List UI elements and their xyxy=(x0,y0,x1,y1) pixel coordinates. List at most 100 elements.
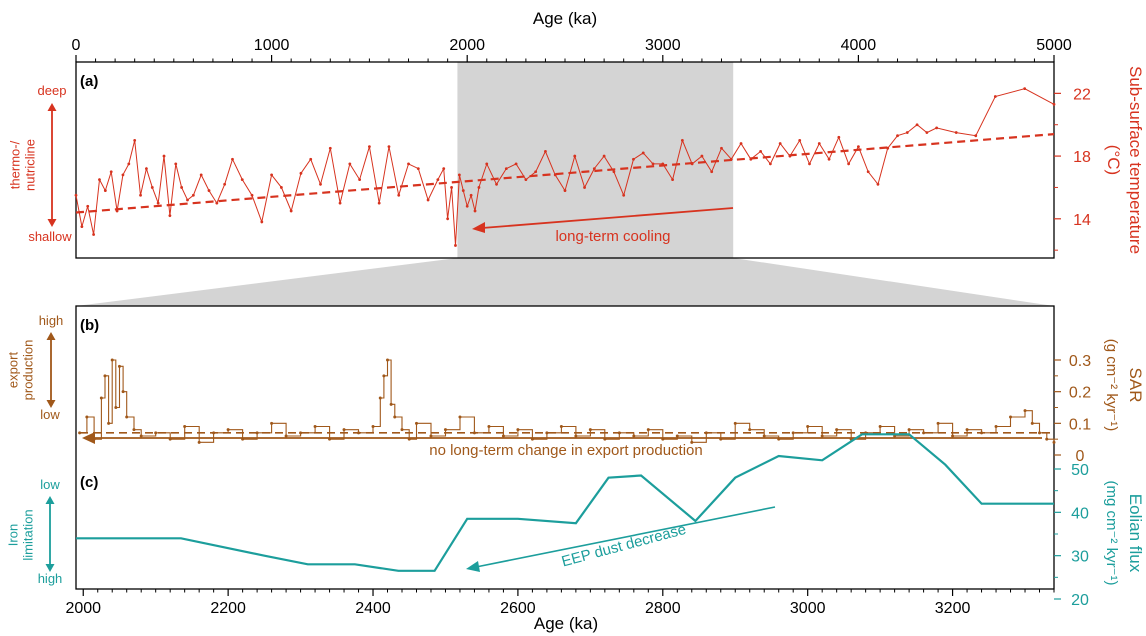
panel-b-annotation xyxy=(82,432,1042,444)
panel-a-point xyxy=(133,139,137,142)
panel-a-point xyxy=(174,162,178,166)
panel-a-point xyxy=(416,167,420,171)
left-arrow-head-down xyxy=(45,564,55,572)
panel-a-point xyxy=(86,204,90,208)
panel-b-point xyxy=(806,425,810,428)
panel-c-series xyxy=(76,433,1054,572)
bottom-axis-tick-label: 2800 xyxy=(645,600,681,617)
panel-b-point xyxy=(382,374,386,378)
panel-c-y-axis: 20 30 40 50 xyxy=(1054,462,1089,609)
panel-b-point xyxy=(791,431,795,435)
panel-a-point xyxy=(827,157,831,161)
panel-a-point xyxy=(935,126,939,130)
left-label-line: export xyxy=(6,352,21,389)
panel-b-point xyxy=(400,428,404,432)
panel-a-left-arrow xyxy=(47,103,57,227)
shaded-interval xyxy=(76,62,1054,306)
panel-a-point xyxy=(186,198,189,202)
panel-a-point xyxy=(544,149,547,153)
panel-b-point xyxy=(965,428,969,432)
panel-c-y-unit: (mg cm⁻² kyr⁻¹) xyxy=(1103,481,1120,586)
top-axis-tick-label: 2000 xyxy=(449,37,485,54)
panel-a-point xyxy=(103,189,107,192)
bottom-axis-tick-label: 2200 xyxy=(210,600,246,617)
top-x-axis: 0 1000 2000 3000 4000 5000 xyxy=(72,37,1072,62)
panel-a-point xyxy=(524,178,528,182)
panel-b-point xyxy=(994,425,998,428)
panel-b-left-label: export production xyxy=(6,340,36,401)
panel-c-tag: (c) xyxy=(80,474,98,491)
panel-a-left-top: deep xyxy=(38,83,67,98)
panel-a-point xyxy=(338,201,342,205)
panel-a-point xyxy=(485,162,489,166)
panel-b-point xyxy=(588,428,592,432)
panel-b-point xyxy=(878,425,882,428)
panel-b-point xyxy=(907,428,911,432)
panel-b-point xyxy=(472,431,476,435)
panel-b-annotation-arrowhead xyxy=(82,432,95,444)
panel-b-y-tick-label: 0 xyxy=(1076,448,1085,465)
panel-a-point xyxy=(602,154,606,158)
panel-a-point xyxy=(886,146,890,150)
panel-b-point xyxy=(393,415,397,419)
panel-a-y-axis: 14 18 22 xyxy=(1054,86,1091,251)
panel-a-point xyxy=(495,182,498,186)
panel-b-point xyxy=(183,425,187,428)
panel-a-point xyxy=(145,167,148,171)
panel-a-point xyxy=(817,142,821,145)
left-arrow-head-up xyxy=(46,332,56,340)
panel-b-point xyxy=(501,434,505,438)
panel-a-point xyxy=(680,139,684,142)
panel-a-point xyxy=(231,157,234,161)
panel-b-point xyxy=(85,415,89,419)
panel-b-series xyxy=(78,358,1056,444)
panel-a-point xyxy=(739,142,743,145)
panel-a-point xyxy=(720,146,723,150)
panel-b-point xyxy=(78,431,82,435)
panel-a-point xyxy=(534,170,538,174)
panel-a-point xyxy=(240,178,244,182)
left-arrow-head-up xyxy=(47,103,57,111)
panel-a-y-title: Sub-surface temperature xyxy=(1126,66,1145,254)
panel-a-annotation-arrowhead xyxy=(472,222,485,233)
panel-a-point xyxy=(377,201,381,205)
panel-a-point xyxy=(223,182,227,186)
panel-b-point xyxy=(121,390,125,394)
panel-b-y-tick-label: 0.3 xyxy=(1069,353,1091,370)
panel-a-point xyxy=(127,162,131,166)
top-axis-label: Age (ka) xyxy=(533,9,597,28)
top-axis-tick-label: 4000 xyxy=(841,37,877,54)
panel-c-y-tick-label: 20 xyxy=(1071,592,1089,609)
panel-b-point xyxy=(371,425,375,428)
panel-a-point xyxy=(514,162,518,166)
panel-c-line xyxy=(76,433,1054,572)
panel-b-point xyxy=(646,428,650,432)
panel-b-point xyxy=(922,431,926,435)
left-arrow-head-down xyxy=(46,400,56,408)
panel-b-point xyxy=(690,440,694,444)
panel-a-point xyxy=(348,162,352,166)
panel-a-tag: (a) xyxy=(80,73,98,90)
panel-a-point xyxy=(207,189,211,192)
panel-b-point xyxy=(951,434,955,438)
panel-a-point xyxy=(260,220,264,224)
panel-b-point xyxy=(197,440,201,444)
panel-b-point xyxy=(748,428,752,432)
panel-a-point xyxy=(199,173,203,177)
bottom-axis-tick-label: 2400 xyxy=(355,600,391,617)
left-label-line: thermo-/ xyxy=(8,140,23,189)
shaded-interval-rect xyxy=(457,62,734,258)
panel-b-point xyxy=(389,402,393,406)
panel-a-point xyxy=(319,182,322,186)
panel-b-point xyxy=(212,431,216,435)
panel-a-point xyxy=(592,167,596,171)
shaded-interval-connector xyxy=(76,258,1054,306)
left-label-line: limitation xyxy=(21,509,36,560)
panel-a-point xyxy=(661,162,665,166)
panel-b-point xyxy=(313,425,317,428)
panel-b-point xyxy=(226,428,230,432)
panel-a-point xyxy=(1052,102,1056,106)
panel-a-point xyxy=(473,209,477,213)
panel-a-point xyxy=(553,173,557,177)
panel-a-point xyxy=(387,145,391,149)
